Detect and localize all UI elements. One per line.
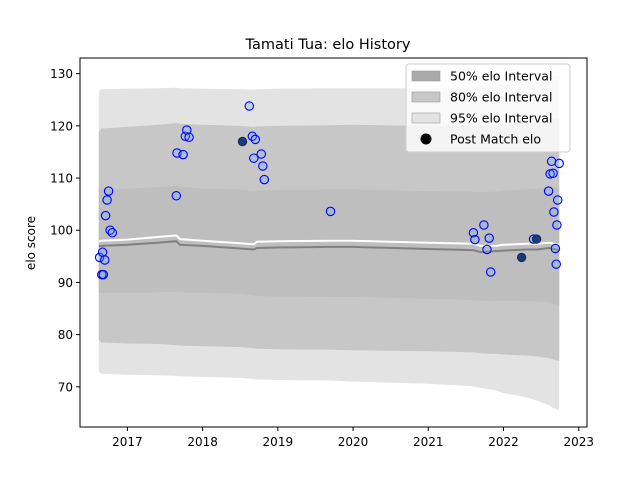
post-match-point-0: [237, 136, 248, 147]
legend-swatch-band95: [411, 112, 441, 124]
match-point-35: [549, 207, 559, 217]
match-point-6: [102, 195, 112, 205]
match-point-9: [107, 228, 118, 238]
match-point-20: [256, 149, 267, 159]
match-point-23: [325, 206, 336, 217]
post-match-point-2: [531, 234, 542, 244]
median-line: [98, 240, 560, 254]
y-tick-label-110: 110: [50, 172, 73, 186]
x-tick-label-2022: 2022: [488, 435, 519, 449]
match-point-12: [178, 149, 188, 160]
mean-line: [98, 234, 560, 247]
x-tick-label-2017: 2017: [112, 435, 143, 449]
x-tick-label-2019: 2019: [263, 435, 294, 449]
plot-area: [94, 75, 564, 410]
y-tick-label-90: 90: [58, 276, 73, 290]
match-point-26: [479, 220, 489, 230]
match-point-38: [552, 220, 562, 230]
legend-swatch-band80: [411, 91, 441, 103]
match-point-39: [552, 195, 563, 205]
match-point-40: [554, 158, 564, 169]
x-tick-label-2023: 2023: [563, 435, 594, 449]
match-point-19: [250, 134, 261, 145]
match-point-4: [100, 255, 110, 265]
match-point-15: [184, 132, 194, 143]
legend-marker-post-match: [420, 133, 432, 145]
legend-box: [405, 63, 571, 153]
legend-label-band95: 95% elo Interval: [450, 111, 552, 126]
x-tick-label-2020: 2020: [338, 435, 369, 449]
match-point-34: [548, 168, 558, 179]
match-point-3: [98, 269, 109, 280]
match-point-27: [482, 244, 492, 255]
legend: 50% elo Interval 80% elo Interval 95% elo …: [405, 63, 571, 153]
y-tick-label-70: 70: [58, 380, 73, 394]
legend-label-band50: 50% elo Interval: [450, 69, 552, 84]
match-point-36: [550, 243, 561, 254]
y-tick-label-120: 120: [50, 119, 73, 133]
chart-title: Tamati Tua: elo History: [245, 37, 411, 53]
match-point-25: [470, 234, 480, 245]
legend-label-band80: 80% elo Interval: [450, 90, 552, 105]
axes: 70 80 90 100 110 120 130 2017 2018 2019 2020 2021 20…: [50, 57, 594, 449]
x-tick-label-2018: 2018: [187, 435, 218, 449]
match-point-16: [244, 101, 255, 111]
match-point-2: [97, 247, 108, 257]
match-point-5: [100, 210, 111, 221]
match-point-18: [249, 153, 259, 163]
legend-swatch-band50: [411, 70, 441, 82]
match-point-21: [258, 161, 268, 171]
band-50-interval: [98, 185, 560, 306]
match-point-10: [171, 191, 182, 201]
match-point-22: [259, 174, 270, 185]
y-tick-label-80: 80: [58, 328, 73, 342]
x-tick-label-2021: 2021: [413, 435, 444, 449]
axes-frame: [79, 57, 588, 428]
y-tick-label-100: 100: [50, 224, 73, 238]
match-point-37: [551, 259, 561, 269]
match-point-28: [484, 233, 494, 243]
legend-label-post: Post Match elo: [450, 132, 541, 147]
match-point-29: [485, 267, 496, 277]
y-tick-label-130: 130: [50, 67, 73, 81]
y-axis-label: elo score: [24, 216, 38, 270]
match-point-31: [543, 186, 554, 196]
match-point-7: [103, 186, 114, 196]
post-match-point-1: [516, 252, 527, 263]
match-point-0: [94, 252, 105, 263]
